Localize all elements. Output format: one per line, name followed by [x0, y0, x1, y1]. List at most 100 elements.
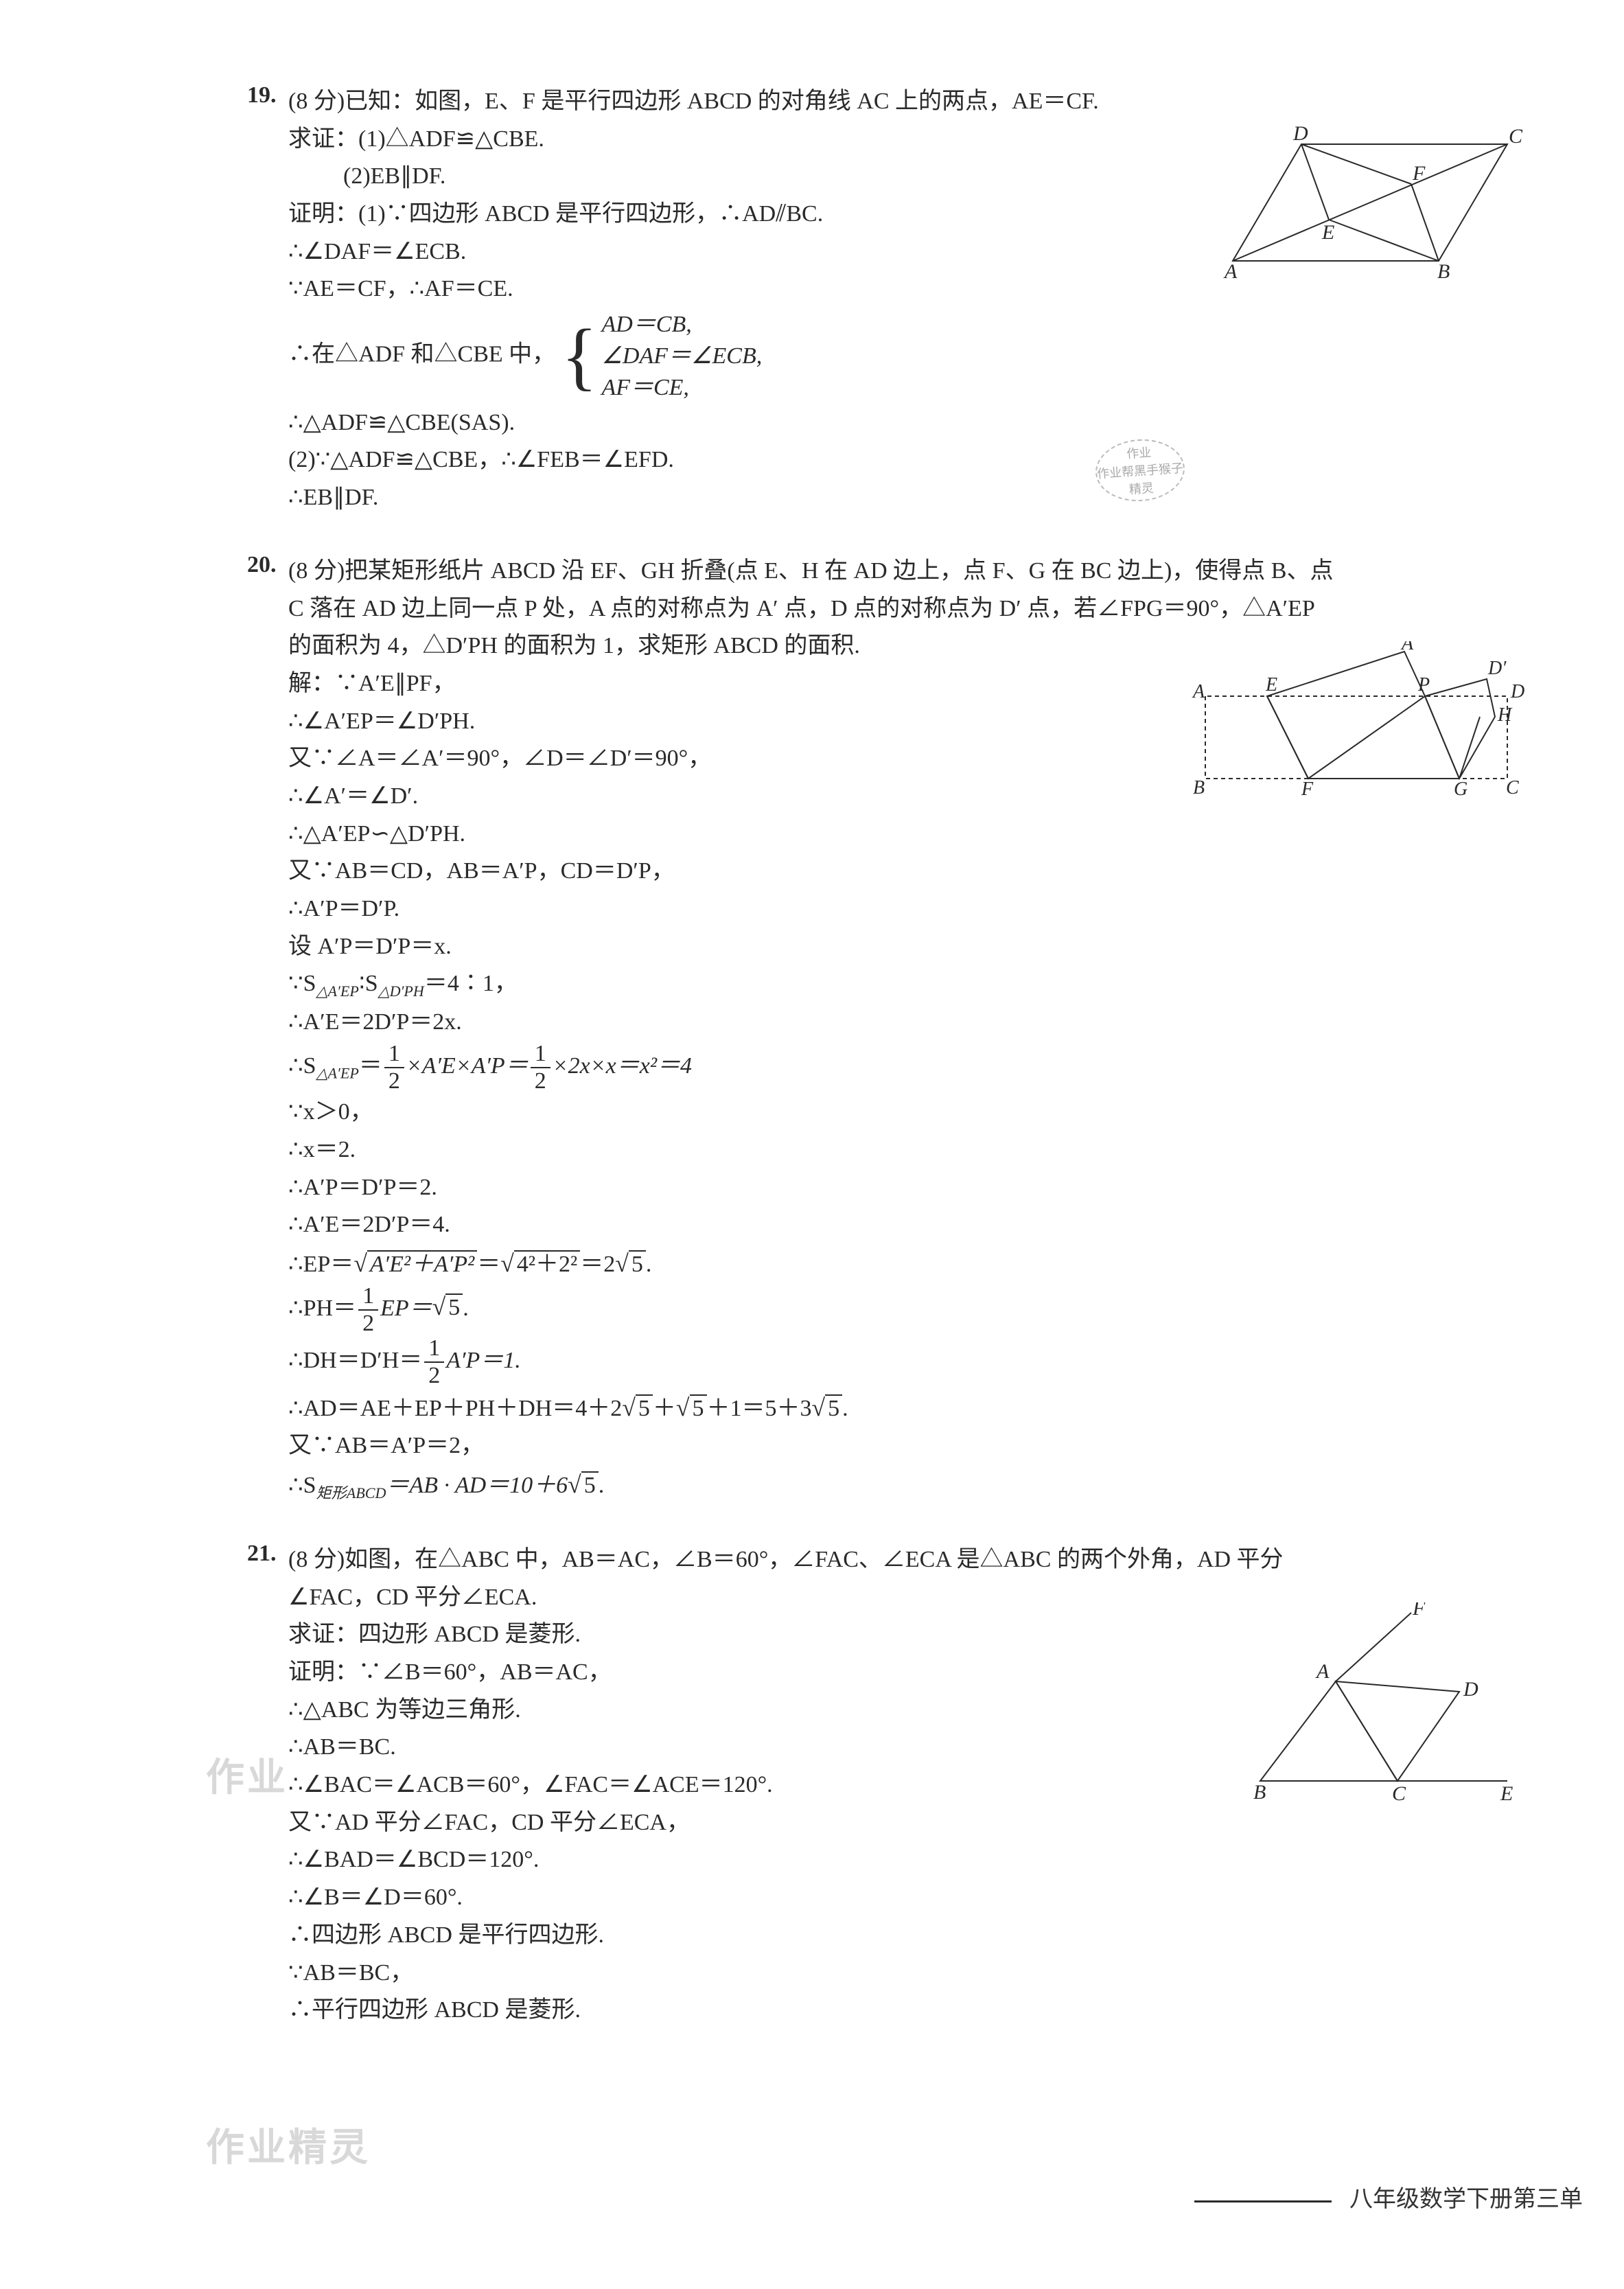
subscript: 矩形ABCD [316, 1484, 386, 1502]
solution-line: ∴S△A′EP＝12×A′E×A′P＝12×2x×x＝x²＝4 [288, 1042, 1542, 1093]
watermark-text: 作业精灵 [206, 2117, 371, 2172]
diagram-label: D [1510, 681, 1524, 702]
t: ＝ [477, 1252, 500, 1277]
proof-line: 又∵AD 平分∠FAC，CD 平分∠ECA， [288, 1805, 1542, 1841]
subscript: △A′EP [316, 982, 359, 1000]
t: A′P＝1. [446, 1347, 520, 1372]
page: 19. (8 分)已知：如图，E、F 是平行四边形 ABCD 的对角线 AC 上… [0, 0, 1624, 2289]
solution-line: 又∵AB＝A′P＝2， [288, 1428, 1542, 1464]
numerator: 1 [358, 1285, 378, 1311]
diagram-label: C [1506, 777, 1519, 798]
brace-line: AD＝CB, [601, 309, 762, 341]
diagram-label-f: F [1412, 162, 1426, 185]
stem: 已知：如图，E、F 是平行四边形 ABCD 的对角线 AC 上的两点，AE＝CF… [345, 89, 1099, 114]
solution-line: ∴x＝2. [288, 1132, 1542, 1169]
diagram-label: A [1315, 1660, 1330, 1683]
problem-20: 20. (8 分)把某矩形纸片 ABCD 沿 EF、GH 折叠(点 E、H 在 … [247, 552, 1542, 1506]
sqrt: A′E²＋A′P² [353, 1245, 477, 1283]
fraction-half: 12 [531, 1042, 550, 1093]
diagram-label: D [1463, 1678, 1478, 1701]
radicand: A′E²＋A′P² [367, 1250, 477, 1277]
problem-21: 21. (8 分)如图，在△ABC 中，AB＝AC，∠B＝60°，∠FAC、∠E… [247, 1541, 1542, 2030]
fraction-half: 12 [424, 1337, 444, 1388]
solution-line: ∵x＞0， [288, 1094, 1542, 1131]
stamp-line: 精灵 [1128, 479, 1155, 498]
numerator: 1 [424, 1337, 444, 1363]
diagram-folded-rectangle: A B C D E F G H P A′ D′ [1185, 641, 1528, 813]
proof-line: ∴在△ADF 和△CBE 中， { AD＝CB, ∠DAF＝∠ECB, AF＝C… [288, 309, 1542, 404]
denominator: 2 [384, 1068, 404, 1093]
t: ＝2 [580, 1252, 615, 1277]
points: (8 分) [288, 558, 345, 584]
problem-number: 19. [247, 82, 288, 108]
radicand: 5 [825, 1394, 842, 1421]
diagram-label: D′ [1487, 658, 1507, 679]
solution-line: ∵S△A′EP∶S△D′PH＝4∶1， [288, 966, 1542, 1003]
diagram-rhombus: A B C D E F [1240, 1602, 1528, 1808]
diagram-parallelogram: A B C D E F [1212, 124, 1528, 288]
t: ＋ [653, 1396, 676, 1421]
sqrt: 5 [432, 1288, 463, 1326]
brace-line: ∠DAF＝∠ECB, [601, 341, 762, 372]
diagram-label: E [1500, 1782, 1513, 1805]
diagram-label: C [1392, 1782, 1406, 1805]
proof-line: ∴∠B＝∠D＝60°. [288, 1880, 1542, 1916]
solution-line: ∴A′E＝2D′P＝4. [288, 1207, 1542, 1243]
proof-line: ∴∠BAD＝∠BCD＝120°. [288, 1842, 1542, 1878]
diagram-label: A [1192, 681, 1205, 702]
diagram-label-d: D [1292, 124, 1308, 145]
solution-line: ∴DH＝D′H＝12A′P＝1. [288, 1337, 1542, 1388]
solution-line: 设 A′P＝D′P＝x. [288, 929, 1542, 965]
brace-left-icon: { [561, 322, 598, 390]
diagram-label: A′ [1400, 641, 1418, 654]
proof-line: ∴△ADF≌△CBE(SAS). [288, 405, 1542, 441]
t: ×A′E×A′P＝ [406, 1053, 529, 1079]
subscript: △D′PH [378, 982, 424, 1000]
radicand: 5 [445, 1293, 463, 1320]
diagram-label-a: A [1223, 260, 1238, 283]
sqrt: 5 [615, 1245, 646, 1283]
stem: 把某矩形纸片 ABCD 沿 EF、GH 折叠(点 E、H 在 AD 边上，点 F… [345, 558, 1333, 584]
t: . [463, 1295, 469, 1320]
numerator: 1 [384, 1042, 404, 1068]
subscript: △A′EP [316, 1065, 359, 1082]
t: ×2x×x＝x²＝4 [553, 1053, 692, 1079]
t: ∴EP＝ [288, 1252, 353, 1277]
watermark-text: 作业 [206, 1747, 288, 1802]
t: ∴DH＝D′H＝ [288, 1347, 422, 1372]
stamp-line: 作业 [1126, 443, 1152, 462]
sqrt: 5 [676, 1389, 707, 1427]
sqrt: 5 [812, 1389, 843, 1427]
proof-line: (2)∵△ADF≌△CBE，∴∠FEB＝∠EFD. [288, 442, 1542, 479]
page-footer: 八年级数学下册第三单 [1194, 2180, 1584, 2213]
diagram-label: P [1417, 674, 1430, 695]
radicand: 5 [636, 1394, 653, 1421]
sqrt: 5 [622, 1389, 653, 1427]
numerator: 1 [531, 1042, 550, 1068]
denominator: 2 [531, 1068, 550, 1093]
radicand: 5 [629, 1250, 646, 1277]
t: ∴S [288, 1473, 316, 1498]
footer-text: 八年级数学下册第三单 [1349, 2187, 1583, 2212]
radicand: 5 [690, 1394, 707, 1421]
solution-line: ∴△A′EP∽△D′PH. [288, 816, 1542, 853]
sqrt: 4²＋2² [500, 1245, 580, 1283]
t: . [842, 1396, 848, 1421]
proof-text: ∴在△ADF 和△CBE 中， [288, 342, 555, 367]
diagram-label: F [1412, 1602, 1426, 1620]
sqrt: 5 [568, 1466, 599, 1504]
diagram-label-e: E [1321, 221, 1334, 244]
t: ∶S [359, 971, 378, 996]
proof-line: ∴EB∥DF. [288, 480, 1542, 516]
points: (8 分) [288, 1547, 345, 1572]
fraction-half: 12 [358, 1285, 378, 1335]
stem: 如图，在△ABC 中，AB＝AC，∠B＝60°，∠FAC、∠ECA 是△ABC … [345, 1547, 1283, 1572]
problem-number: 20. [247, 552, 288, 578]
solution-line: ∴A′E＝2D′P＝2x. [288, 1004, 1542, 1041]
solution-line: ∴A′P＝D′P＝2. [288, 1170, 1542, 1206]
proof-line: ∵AB＝BC， [288, 1955, 1542, 1992]
solution-line: ∴PH＝12EP＝5. [288, 1285, 1542, 1335]
diagram-label: B [1253, 1781, 1266, 1804]
t: . [599, 1473, 605, 1498]
points: (8 分) [288, 89, 345, 114]
